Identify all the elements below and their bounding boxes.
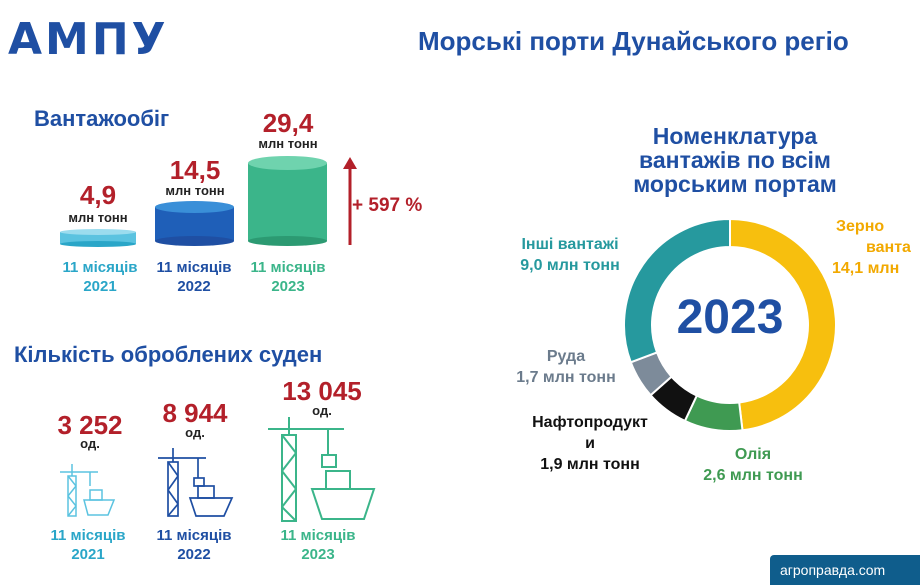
chart-title: Номенклатура вантажів по всім морським п… <box>633 123 837 197</box>
ships-unit-2021: од. <box>80 436 100 451</box>
slice-grain <box>729 217 837 432</box>
ships-unit-2022: од. <box>185 425 205 440</box>
ships-period-2021: 11 місяців 2021 <box>50 527 126 563</box>
cargo-value-2022: 14,5 <box>169 155 221 185</box>
ships-period-2023: 11 місяців 2023 <box>280 527 356 563</box>
cargo-period-2022: 11 місяців 2022 <box>156 259 232 295</box>
slice-other <box>623 217 731 364</box>
ships-value-2021: 3 252 <box>57 410 123 440</box>
ships-period-2022: 11 місяців 2022 <box>156 527 232 563</box>
growth-label: + 597 % <box>352 195 423 216</box>
cargo-value-2023: 29,4 <box>262 108 314 138</box>
ships-unit-2023: од. <box>312 403 332 418</box>
watermark: агроправда.com <box>770 555 920 585</box>
cargo-period-2021: 11 місяців 2021 <box>62 259 138 295</box>
cargo-cylinder-2023 <box>248 156 327 246</box>
cargo-cylinder-2021 <box>60 229 136 247</box>
cargo-unit-2023: млн тонн <box>258 136 318 151</box>
slice-label-ore: Руда 1,7 млн тонн <box>516 348 616 386</box>
ships-value-2022: 8 944 <box>162 398 228 428</box>
cargo-value-2021: 4,9 <box>79 180 117 210</box>
ships-heading: Кількість оброблених суден <box>14 342 323 367</box>
slice-label-oil: Олія 2,6 млн тонн <box>703 446 803 484</box>
donut-center-year: 2023 <box>676 291 784 344</box>
cargo-heading: Вантажообіг <box>34 106 170 131</box>
cargo-unit-2021: млн тонн <box>68 210 128 225</box>
slice-label-oilproducts: Нафтопродукт и 1,9 млн тонн <box>532 414 648 473</box>
ampu-logo: АМПУ <box>8 14 169 65</box>
cargo-cylinder-2022 <box>155 201 234 246</box>
cargo-period-2023: 11 місяців 2023 <box>250 259 326 295</box>
ships-value-2023: 13 045 <box>282 376 362 406</box>
crane-ship-icon-2023 <box>268 417 376 522</box>
cargo-unit-2022: млн тонн <box>165 183 225 198</box>
slice-label-grain: Зерно ванта 14,1 млн <box>832 218 911 277</box>
crane-ship-icon-2021 <box>60 464 116 517</box>
slice-label-other: Інші вантажі 9,0 млн тонн <box>520 236 620 274</box>
cargo-donut-chart <box>623 217 837 432</box>
growth-arrow-icon <box>343 157 357 245</box>
page-title: Морські порти Дунайського регіо <box>418 26 849 56</box>
crane-ship-icon-2022 <box>158 448 234 517</box>
